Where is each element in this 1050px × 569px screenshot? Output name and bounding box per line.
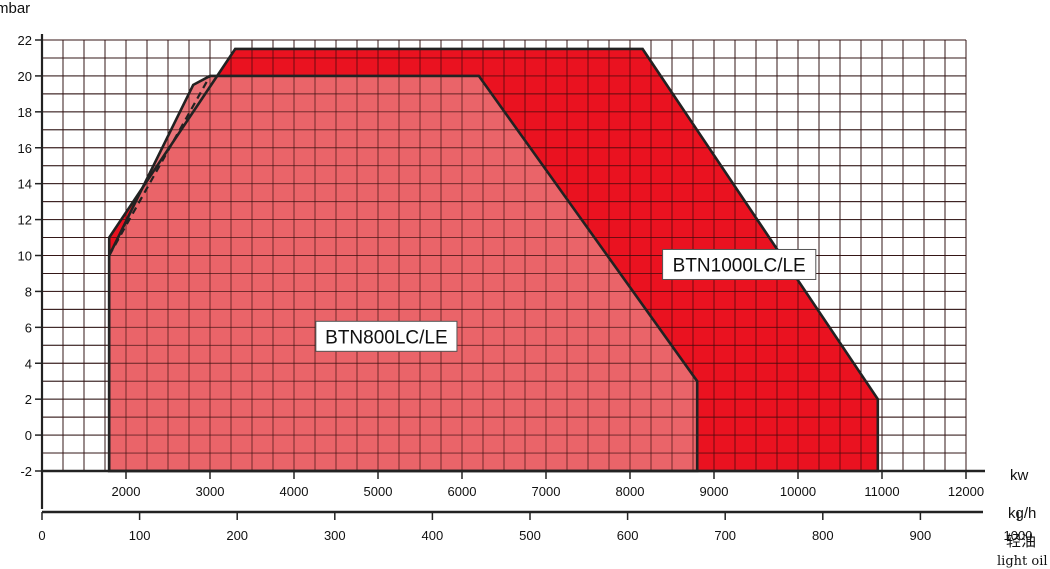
- x-tick-label: 10000: [780, 484, 816, 499]
- x-tick-label: 8000: [616, 484, 645, 499]
- secondary-axis-sublabel: light oil: [997, 554, 1048, 569]
- secondary-tick-label: 200: [226, 528, 248, 543]
- secondary-tick-label: 1000: [1004, 528, 1033, 543]
- series-outline-2: [107, 74, 699, 473]
- secondary-axis-label: kg/h: [1008, 505, 1036, 522]
- axes: [35, 34, 1019, 520]
- y-axis-label: mbar: [0, 0, 30, 17]
- x-tick-label: 12000: [948, 484, 984, 499]
- x-tick-label: 3000: [196, 484, 225, 499]
- y-tick-label: 20: [18, 69, 32, 84]
- secondary-tick-label: 400: [422, 528, 444, 543]
- dashed-boundary-line: [108, 75, 211, 257]
- x-tick-label: 5000: [364, 484, 393, 499]
- secondary-tick-label: 700: [714, 528, 736, 543]
- y-tick-label: 22: [18, 33, 32, 48]
- y-tick-label: 4: [25, 356, 32, 371]
- y-tick-label: 0: [25, 428, 32, 443]
- secondary-tick-label: 500: [519, 528, 541, 543]
- y-tick-label: 16: [18, 141, 32, 156]
- secondary-tick-label: 900: [910, 528, 932, 543]
- series-areas: BTN1000LC/LE BTN800LC/LE: [41, 39, 967, 473]
- x-tick-label: 2000: [112, 484, 141, 499]
- x-axis-label: kw: [1010, 467, 1029, 484]
- series-label-box: [315, 320, 458, 352]
- x-tick-label: 7000: [532, 484, 561, 499]
- x-tick-label: 9000: [700, 484, 729, 499]
- y-tick-label: 8: [25, 284, 32, 299]
- y-tick-label: 12: [18, 213, 32, 228]
- secondary-tick-label: 0: [38, 528, 45, 543]
- series-label-text: BTN1000LC/LE: [673, 255, 806, 276]
- secondary-tick-label: 600: [617, 528, 639, 543]
- y-tick-label: 6: [25, 320, 32, 335]
- secondary-axis-label-cn: 轻油: [1006, 532, 1036, 550]
- x-tick-label: 11000: [864, 484, 899, 499]
- series-label-1: BTN1000LC/LE: [662, 248, 817, 280]
- y-tick-label: 18: [18, 105, 32, 120]
- y-tick-label: 14: [18, 177, 32, 192]
- y-tick-label: -2: [20, 464, 32, 479]
- y-tick-label: 10: [18, 249, 32, 264]
- secondary-tick-label: 100: [129, 528, 151, 543]
- secondary-tick-label: 300: [324, 528, 346, 543]
- x-tick-label: 6000: [448, 484, 477, 499]
- series-label-text: BTN800LC/LE: [325, 327, 448, 348]
- secondary-tick-label: 800: [812, 528, 834, 543]
- series-label-box: [662, 248, 817, 280]
- series-label-2: BTN800LC/LE: [315, 320, 458, 352]
- x-tick-label: 4000: [280, 484, 309, 499]
- y-tick-label: 2: [25, 392, 32, 407]
